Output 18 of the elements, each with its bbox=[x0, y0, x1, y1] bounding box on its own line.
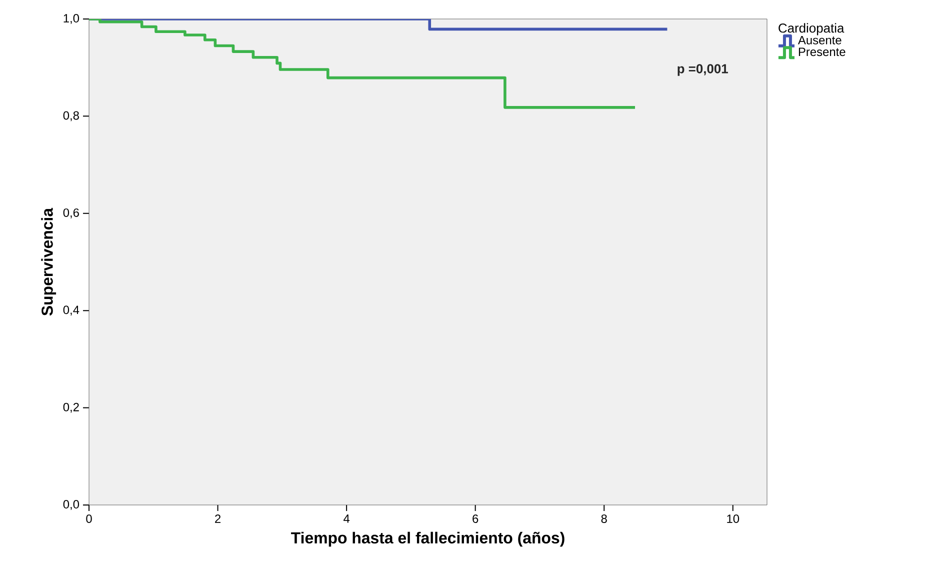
y-tick-label: 0,0 bbox=[63, 500, 80, 510]
legend-label: Ausente bbox=[798, 36, 842, 44]
x-axis-title: Tiempo hasta el fallecimiento (años) bbox=[291, 532, 564, 547]
annotation: p =0,001 bbox=[678, 64, 728, 76]
y-tick-label: 1,0 bbox=[64, 14, 80, 24]
legend-title: Cardiopatia bbox=[778, 23, 844, 36]
x-tick-label: 6 bbox=[472, 514, 478, 523]
y-tick-label: 0,8 bbox=[63, 111, 79, 122]
y-axis-title: Supervivencia bbox=[41, 208, 56, 316]
x-tick-label: 8 bbox=[601, 514, 607, 523]
y-tick-label: 0,2 bbox=[63, 402, 79, 413]
y-tick-label: 0,4 bbox=[63, 306, 80, 316]
legend-label: Presente bbox=[798, 48, 846, 56]
y-tick-label: 0,6 bbox=[63, 208, 79, 218]
x-tick-label: 4 bbox=[344, 514, 350, 523]
x-tick-label: 0 bbox=[86, 514, 92, 523]
x-tick-label: 10 bbox=[727, 514, 740, 523]
x-tick-label: 2 bbox=[215, 514, 221, 523]
